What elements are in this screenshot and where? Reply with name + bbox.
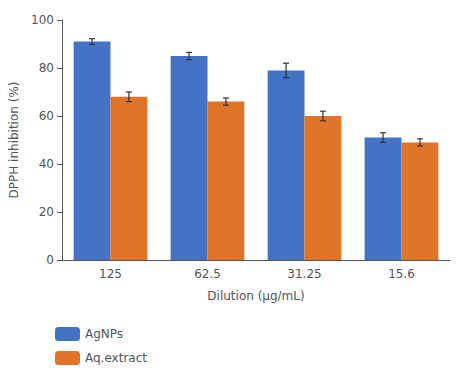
svg-text:0: 0 [46,253,54,267]
svg-text:Dilution (μg/mL): Dilution (μg/mL) [207,289,304,303]
svg-text:31.25: 31.25 [287,267,321,281]
svg-text:DPPH inhibition (%): DPPH inhibition (%) [7,82,21,199]
svg-text:20: 20 [39,205,54,219]
svg-text:62.5: 62.5 [194,267,221,281]
svg-text:40: 40 [39,157,54,171]
svg-text:60: 60 [39,109,54,123]
svg-text:100: 100 [31,13,54,27]
svg-text:125: 125 [99,267,122,281]
svg-text:80: 80 [39,61,54,75]
svg-text:AgNPs: AgNPs [85,327,123,341]
svg-text:15.6: 15.6 [388,267,415,281]
svg-text:Aq.extract: Aq.extract [85,351,147,365]
